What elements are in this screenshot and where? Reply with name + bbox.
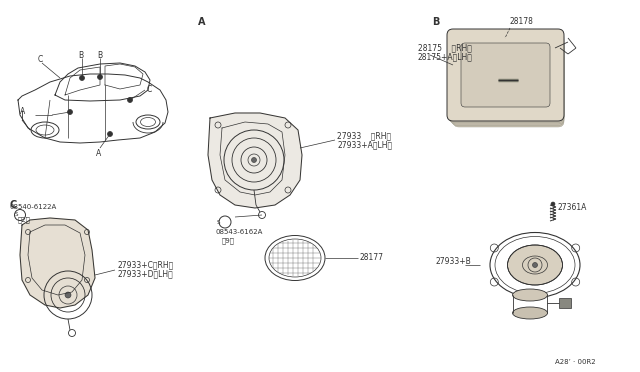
Text: B: B (78, 51, 83, 60)
Circle shape (67, 109, 72, 115)
Text: 28178: 28178 (510, 17, 534, 26)
Text: C: C (38, 55, 44, 64)
Text: A: A (20, 108, 25, 116)
Circle shape (65, 292, 71, 298)
Text: 28177: 28177 (360, 253, 384, 263)
Text: （2）: （2） (18, 216, 31, 222)
FancyBboxPatch shape (447, 29, 564, 121)
Text: 27933+B: 27933+B (435, 257, 471, 266)
Text: A: A (96, 148, 101, 157)
Text: A28’ · 00R2: A28’ · 00R2 (555, 359, 596, 365)
Polygon shape (208, 113, 302, 208)
Text: 08543-6162A: 08543-6162A (215, 229, 262, 235)
FancyBboxPatch shape (453, 41, 564, 127)
Polygon shape (20, 218, 95, 308)
Ellipse shape (513, 289, 547, 301)
Text: 27933    〈RH〉: 27933 〈RH〉 (337, 131, 391, 141)
Text: 08540-6122A: 08540-6122A (10, 204, 57, 210)
Text: C: C (147, 86, 152, 94)
Text: C: C (10, 200, 17, 210)
FancyBboxPatch shape (461, 43, 550, 107)
Circle shape (127, 97, 132, 103)
Circle shape (551, 202, 555, 206)
Circle shape (79, 76, 84, 80)
Text: S: S (14, 212, 18, 218)
Text: B: B (97, 51, 102, 60)
Circle shape (532, 263, 538, 267)
Text: S: S (216, 219, 220, 224)
FancyBboxPatch shape (451, 38, 564, 125)
Ellipse shape (513, 307, 547, 319)
Text: 27933+C〈RH〉: 27933+C〈RH〉 (117, 260, 173, 269)
FancyBboxPatch shape (449, 32, 564, 122)
Text: 27933+A〈LH〉: 27933+A〈LH〉 (337, 141, 392, 150)
FancyBboxPatch shape (450, 35, 564, 124)
Circle shape (108, 131, 113, 137)
Text: B: B (432, 17, 440, 27)
Text: （9）: （9） (222, 238, 235, 244)
FancyBboxPatch shape (559, 298, 571, 308)
Text: 27933+D〈LH〉: 27933+D〈LH〉 (117, 269, 173, 279)
Text: 28175+A〈LH〉: 28175+A〈LH〉 (418, 52, 473, 61)
Ellipse shape (508, 245, 563, 285)
Text: 28175    〈RH〉: 28175 〈RH〉 (418, 44, 472, 52)
Text: 27361A: 27361A (558, 203, 588, 212)
Circle shape (252, 157, 257, 163)
Text: A: A (198, 17, 205, 27)
Circle shape (97, 74, 102, 80)
